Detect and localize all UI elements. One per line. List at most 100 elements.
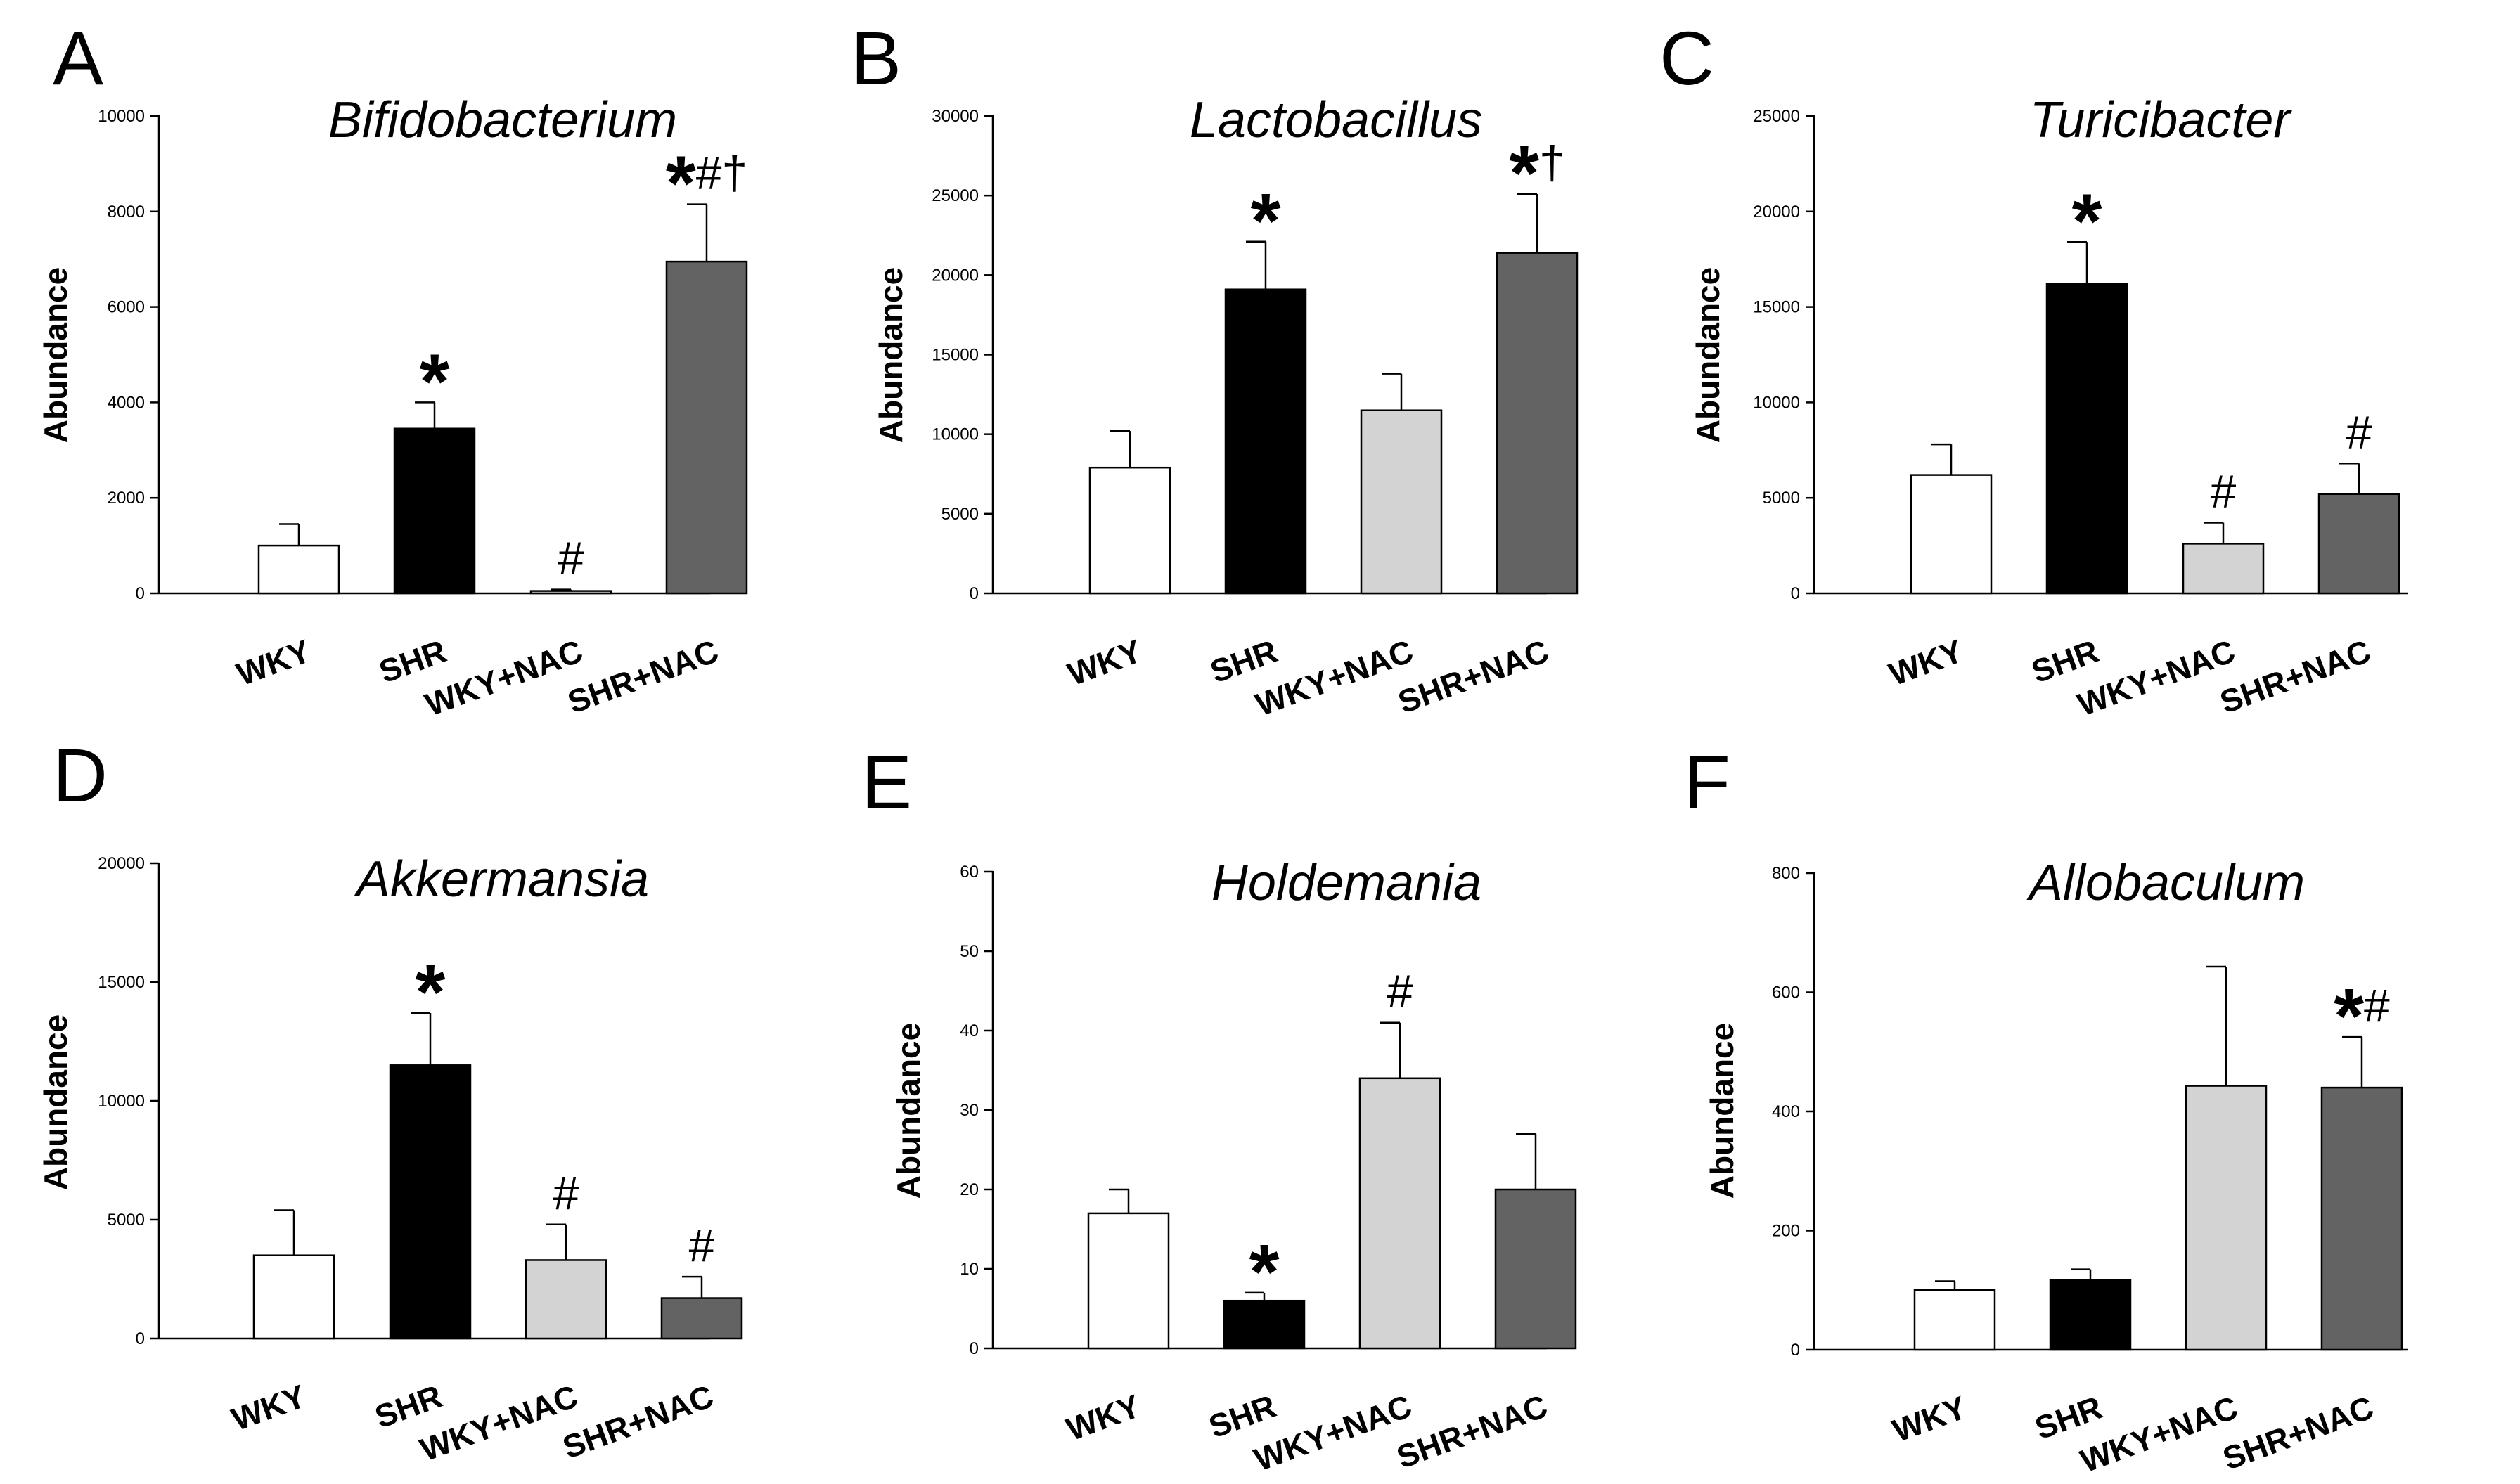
y-tick-label: 0: [970, 1339, 979, 1358]
significance-wky-nac: #: [2211, 465, 2237, 517]
chart-title: Allobaculum: [2026, 855, 2305, 911]
bar-wky-nac: [2182, 543, 2265, 595]
significance-wky-nac: #: [558, 532, 584, 584]
panel-d: D Akkermansia Abundance 0 5000 10000 15000 2000…: [37, 733, 743, 1469]
category-label-shr-nac: SHR+NAC: [562, 633, 723, 721]
category-label-wky-nac: WKY+NAC: [2073, 633, 2240, 723]
category-label-wky-nac: WKY+NAC: [1249, 1388, 1417, 1478]
panel-letter: D: [53, 733, 108, 818]
chart-title: Turicibacter: [2030, 92, 2293, 148]
bar-wky: [1088, 466, 1171, 595]
y-tick-label: 50: [960, 942, 979, 961]
y-tick-label: 400: [1772, 1102, 1800, 1121]
category-label-shr-nac: SHR+NAC: [558, 1378, 718, 1466]
category-label-wky-nac: WKY+NAC: [1251, 633, 1418, 723]
chart-title: Holdemania: [1211, 855, 1481, 911]
y-tick-label: 600: [1772, 983, 1800, 1002]
category-label-wky-nac: WKY+NAC: [416, 1378, 583, 1469]
y-tick-label: 25000: [1753, 107, 1800, 126]
bar-wky-nac: [529, 590, 612, 595]
bar-wky-nac: [525, 1259, 608, 1340]
bar-wky: [1913, 1289, 1996, 1351]
bar-shr: [1223, 1299, 1306, 1350]
significance-wky-nac: #: [553, 1167, 579, 1219]
bar-wky: [252, 1254, 335, 1340]
panel-letter: B: [851, 15, 901, 101]
panel-letter: A: [53, 15, 103, 101]
bar-wky: [1910, 474, 1993, 595]
y-tick-label: 10000: [1753, 393, 1800, 412]
y-tick-label: 20000: [98, 854, 145, 873]
significance-shr: *: [420, 338, 450, 425]
y-axis-label: Abundance: [1690, 267, 1726, 443]
y-tick-label: 10000: [932, 425, 979, 444]
category-label-shr-nac: SHR+NAC: [1391, 1388, 1552, 1476]
y-tick-label: 200: [1772, 1222, 1800, 1241]
significance-shr: *: [2072, 178, 2102, 264]
significance-shr-nac: #: [2346, 406, 2372, 458]
y-axis-label: Abundance: [1704, 1023, 1740, 1199]
bar-shr-nac: [2320, 1086, 2403, 1351]
category-label-wky: WKY: [232, 633, 316, 693]
y-tick-label: 5000: [1763, 489, 1800, 508]
bar-shr: [389, 1064, 472, 1340]
significance-shr-nac: #: [689, 1219, 715, 1271]
y-tick-label: 30000: [932, 107, 979, 126]
bar-wky: [257, 544, 340, 595]
y-tick-label: 25000: [932, 186, 979, 205]
significance-shr: *: [1251, 178, 1281, 264]
panel-e: E Holdemania Abundance 0 10 20 30 40 50 60 WKY * SHR…: [861, 740, 1577, 1478]
y-tick-label: 10: [960, 1260, 979, 1279]
y-tick-label: 0: [136, 1329, 145, 1348]
y-tick-label: 0: [136, 584, 145, 603]
y-tick-label: 20000: [1753, 202, 1800, 221]
bar-shr: [393, 427, 476, 595]
category-label-wky-nac: WKY+NAC: [420, 633, 588, 723]
significance-shr-nac: *#: [2334, 973, 2390, 1059]
y-tick-label: 4000: [108, 393, 145, 412]
panel-f: F Allobaculum Abundance 0 200 400 600 800 WKY SHR…: [1684, 740, 2408, 1479]
bar-shr-nac: [1496, 252, 1579, 595]
category-label-wky: WKY: [1884, 633, 1968, 693]
bar-wky-nac: [1358, 1077, 1441, 1350]
significance-shr: *: [416, 949, 446, 1035]
y-tick-label: 0: [1791, 584, 1800, 603]
significance-shr-nac: *†: [1509, 130, 1565, 217]
y-tick-label: 800: [1772, 864, 1800, 883]
category-label-shr-nac: SHR+NAC: [2215, 633, 2375, 721]
category-label-wky: WKY: [1888, 1389, 1972, 1450]
bar-shr: [2049, 1279, 2132, 1351]
significance-shr-nac: *#†: [666, 141, 747, 227]
bar-shr: [2045, 283, 2128, 595]
y-axis-label: Abundance: [37, 1014, 74, 1190]
y-axis-label: Abundance: [890, 1023, 927, 1199]
chart-title: Akkermansia: [354, 851, 649, 908]
category-label-wky: WKY: [1062, 1388, 1145, 1448]
category-label-shr-nac: SHR+NAC: [2218, 1389, 2378, 1477]
category-label-wky-nac: WKY+NAC: [2076, 1389, 2243, 1480]
y-axis-label: Abundance: [37, 267, 74, 443]
bar-shr: [1224, 288, 1307, 595]
y-tick-label: 20: [960, 1180, 979, 1199]
panel-letter: C: [1659, 15, 1714, 101]
bar-shr-nac: [1494, 1188, 1577, 1350]
bar-shr-nac: [660, 1297, 743, 1340]
y-tick-label: 5000: [108, 1211, 145, 1230]
panel-b: B Lactobacillus Abundance 0 5000 10000 15000 20…: [851, 15, 1579, 723]
bar-shr-nac: [665, 260, 748, 595]
bar-wky-nac: [2185, 1085, 2268, 1351]
y-tick-label: 30: [960, 1101, 979, 1120]
y-tick-label: 60: [960, 863, 979, 882]
panel-letter: E: [861, 740, 912, 825]
y-tick-label: 0: [970, 584, 979, 603]
panel-a: A Bifidobacterium Abundance 0 2000 4000 6000 80…: [37, 15, 748, 723]
category-label-shr-nac: SHR+NAC: [1393, 633, 1553, 721]
category-label-wky: WKY: [1063, 633, 1147, 693]
chart-title: Bifidobacterium: [328, 92, 677, 148]
panel-c: C Turicibacter Abundance 0 5000 10000 15000 200…: [1659, 15, 2408, 723]
significance-shr: *: [1249, 1229, 1280, 1315]
y-tick-label: 0: [1791, 1341, 1800, 1360]
y-tick-label: 15000: [98, 973, 145, 992]
category-label-wky: WKY: [227, 1378, 311, 1438]
